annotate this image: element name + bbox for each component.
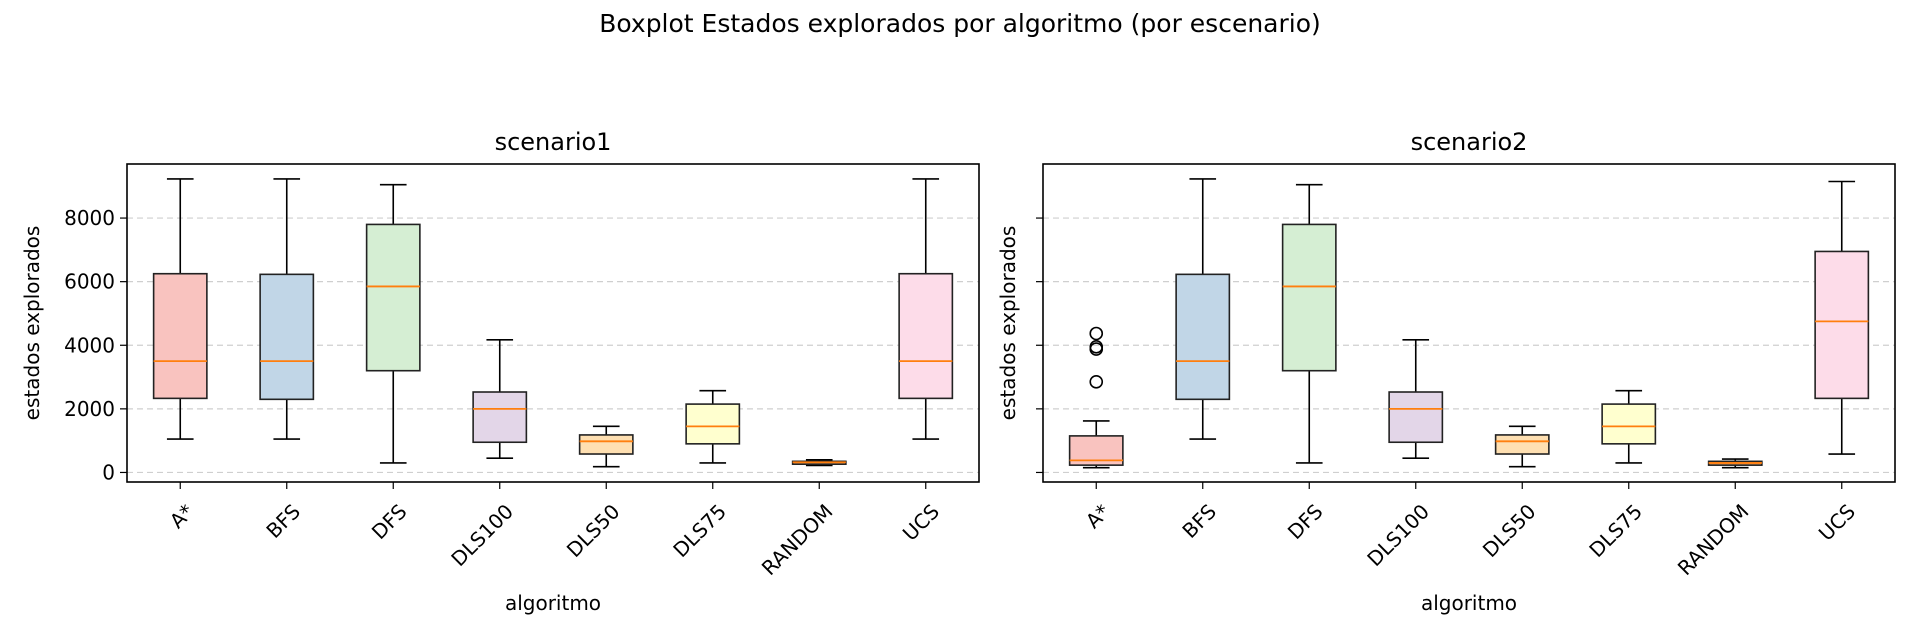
x-tick-label: UCS [898,499,944,545]
x-tick-label: RANDOM [1673,499,1754,580]
x-tick-label: DLS50 [1478,499,1541,562]
y-tick-label: 0 [102,460,115,484]
x-tick-label: DLS100 [1362,499,1434,571]
box-bfs [1175,273,1231,401]
y-tick-label: 4000 [64,333,115,357]
figure-suptitle: Boxplot Estados explorados por algoritmo… [599,9,1321,38]
y-axis-label: estados explorados [20,226,44,421]
axes-frame [1042,163,1896,483]
outlier-point [1089,326,1104,341]
x-tick-label: DFS [1283,499,1328,544]
y-axis-label: estados explorados [996,226,1020,421]
x-tick-label: DLS50 [562,499,625,562]
chart-panel-1: 0 2000 4000 6000 8000 A* BFS DFS DLS100 DLS50 DLS7… [20,128,980,615]
panel-title: scenario1 [495,128,612,156]
box-bfs [259,273,315,401]
box-ucs [898,272,954,400]
box-a [152,272,208,400]
x-tick-label: A* [165,499,199,533]
x-tick-label: UCS [1814,499,1860,545]
x-tick-label: DFS [367,499,412,544]
x-tick-label: DLS75 [1584,499,1647,562]
outlier-point [1089,375,1104,389]
box-dfs [365,223,421,372]
x-axis-label: algoritmo [1421,591,1517,615]
box-dls50 [578,434,634,455]
box-dls100 [1388,391,1444,444]
chart-panel-2: A* BFS DFS DLS100 DLS50 DLS75 RANDOM UCS scenari… [996,128,1896,615]
panel-title: scenario2 [1411,128,1528,156]
y-tick-label: 6000 [64,270,115,294]
x-tick-label: DLS75 [668,499,731,562]
x-axis-label: algoritmo [505,591,601,615]
x-tick-label: BFS [261,499,305,543]
x-tick-label: A* [1081,499,1115,533]
x-tick-label: DLS100 [446,499,518,571]
box-dls50 [1494,434,1550,455]
axes-frame [126,163,980,483]
x-tick-label: BFS [1177,499,1221,543]
y-tick-label: 8000 [64,206,115,230]
x-tick-label: RANDOM [757,499,838,580]
outlier-point [1089,340,1104,354]
box-dls75 [685,403,741,445]
box-dfs [1281,223,1337,372]
box-dls100 [472,391,528,444]
y-tick-label: 2000 [64,397,115,421]
box-ucs [1814,250,1870,400]
box-dls75 [1601,403,1657,445]
